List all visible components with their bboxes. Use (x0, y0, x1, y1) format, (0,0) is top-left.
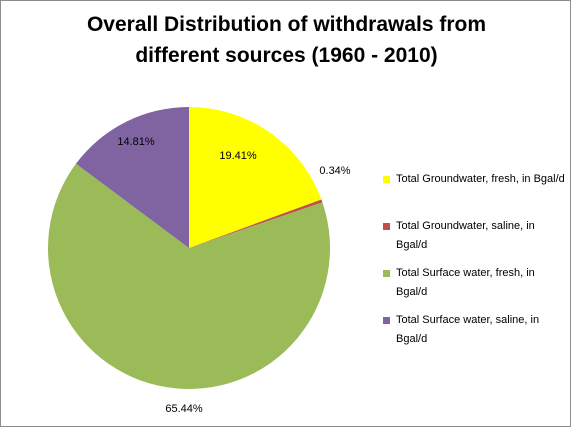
chart-legend: Total Groundwater, fresh, in Bgal/d Total… (383, 170, 568, 358)
legend-swatch (383, 270, 390, 277)
pie-slice-2 (189, 199, 323, 248)
legend-label: Total Groundwater, saline, in Bgal/d (396, 220, 535, 251)
legend-swatch (383, 317, 390, 324)
pie-slice-3 (48, 163, 331, 390)
legend-swatch (383, 176, 390, 183)
legend-item-1: Total Groundwater, fresh, in Bgal/d (383, 170, 568, 209)
legend-item-4: Total Surface water, saline, in Bgal/d (383, 311, 568, 350)
data-label-4: 14.81% (117, 136, 155, 148)
chart-title-line-1: Overall Distribution of withdrawals from (86, 13, 487, 36)
chart-title-line-2: different sources (1960 - 2010) (135, 44, 438, 67)
legend-label: Total Groundwater, fresh, in Bgal/d (396, 173, 565, 185)
legend-swatch (383, 223, 390, 230)
legend-item-3: Total Surface water, fresh, in Bgal/d (383, 264, 568, 303)
legend-item-2: Total Groundwater, saline, in Bgal/d (383, 217, 568, 256)
data-label-3: 65.44% (165, 403, 203, 415)
data-label-1: 19.41% (219, 150, 257, 162)
legend-label: Total Surface water, fresh, in Bgal/d (396, 267, 535, 298)
pie-slice-1 (189, 107, 322, 248)
data-label-2: 0.34% (319, 165, 350, 177)
pie-slice-4 (75, 107, 189, 248)
legend-label: Total Surface water, saline, in Bgal/d (396, 314, 540, 345)
chart-title: Overall Distribution of withdrawals from… (21, 9, 552, 71)
